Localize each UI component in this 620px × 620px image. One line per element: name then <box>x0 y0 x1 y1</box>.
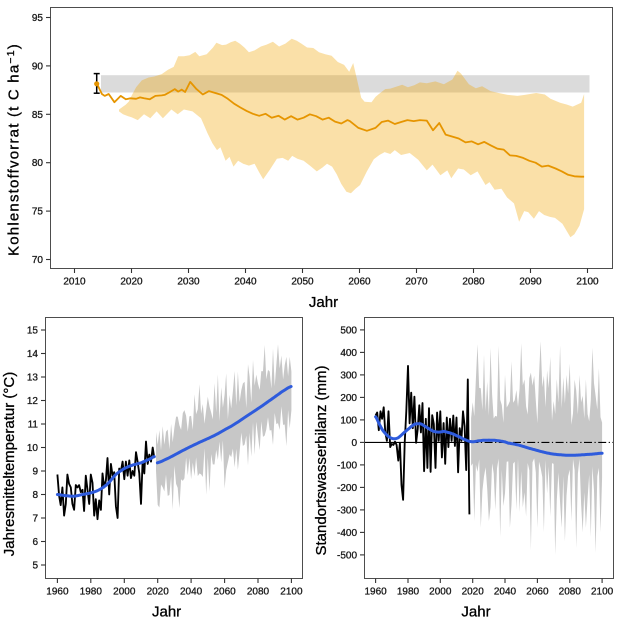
svg-text:1980: 1980 <box>397 586 420 597</box>
svg-text:80: 80 <box>32 158 44 169</box>
svg-text:2060: 2060 <box>526 586 549 597</box>
svg-text:12: 12 <box>27 396 39 407</box>
svg-text:2040: 2040 <box>180 586 203 597</box>
svg-text:15: 15 <box>27 326 39 337</box>
svg-text:Kohlenstoffvorrat (t C ha−1): Kohlenstoffvorrat (t C ha−1) <box>5 43 23 256</box>
svg-text:2080: 2080 <box>559 586 582 597</box>
svg-text:7: 7 <box>32 514 38 525</box>
svg-text:9: 9 <box>32 467 38 478</box>
svg-text:85: 85 <box>32 110 44 121</box>
svg-text:300: 300 <box>340 370 357 381</box>
svg-text:-200: -200 <box>337 483 357 494</box>
svg-text:2020: 2020 <box>462 586 485 597</box>
svg-text:500: 500 <box>340 325 357 336</box>
svg-text:2040: 2040 <box>494 586 517 597</box>
svg-text:2070: 2070 <box>405 276 428 287</box>
svg-text:400: 400 <box>340 348 357 359</box>
svg-text:2030: 2030 <box>177 276 200 287</box>
svg-text:Jahresmitteltemperatur (°C): Jahresmitteltemperatur (°C) <box>1 372 18 556</box>
svg-text:Standortswasserbilanz (mm): Standortswasserbilanz (mm) <box>313 365 330 555</box>
svg-text:11: 11 <box>28 420 39 431</box>
svg-text:1980: 1980 <box>80 586 103 597</box>
svg-text:2000: 2000 <box>429 586 452 597</box>
svg-text:2090: 2090 <box>519 276 542 287</box>
svg-text:5: 5 <box>32 561 38 572</box>
svg-text:70: 70 <box>32 255 44 266</box>
svg-text:10: 10 <box>27 443 39 454</box>
svg-text:2100: 2100 <box>576 276 599 287</box>
svg-text:2020: 2020 <box>147 586 170 597</box>
svg-text:95: 95 <box>32 13 44 24</box>
svg-text:2000: 2000 <box>113 586 136 597</box>
svg-text:2080: 2080 <box>462 276 485 287</box>
svg-text:-500: -500 <box>337 550 357 561</box>
svg-text:8: 8 <box>32 490 38 501</box>
svg-text:14: 14 <box>27 349 39 360</box>
svg-text:2040: 2040 <box>234 276 257 287</box>
svg-text:2060: 2060 <box>348 276 371 287</box>
svg-text:-100: -100 <box>337 460 357 471</box>
svg-text:6: 6 <box>32 537 38 548</box>
svg-text:90: 90 <box>32 61 44 72</box>
svg-text:0: 0 <box>351 438 357 449</box>
svg-text:-400: -400 <box>337 528 357 539</box>
svg-text:2100: 2100 <box>591 586 614 597</box>
svg-text:1960: 1960 <box>364 586 387 597</box>
svg-text:Jahr: Jahr <box>309 294 338 311</box>
svg-text:13: 13 <box>27 373 39 384</box>
svg-text:2080: 2080 <box>247 586 270 597</box>
svg-text:100: 100 <box>340 415 357 426</box>
svg-text:75: 75 <box>32 207 44 218</box>
svg-text:-300: -300 <box>337 505 357 516</box>
svg-text:2010: 2010 <box>63 276 86 287</box>
svg-text:2050: 2050 <box>291 276 314 287</box>
svg-text:Jahr: Jahr <box>461 603 490 620</box>
svg-text:2100: 2100 <box>280 586 303 597</box>
svg-text:Jahr: Jahr <box>152 603 181 620</box>
svg-text:200: 200 <box>340 393 357 404</box>
svg-text:1960: 1960 <box>46 586 69 597</box>
svg-text:2020: 2020 <box>120 276 143 287</box>
svg-text:2060: 2060 <box>213 586 236 597</box>
